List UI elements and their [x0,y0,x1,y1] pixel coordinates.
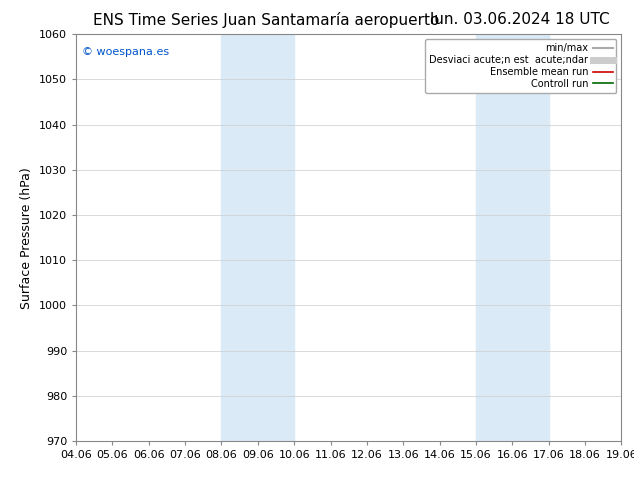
Bar [476,34,548,441]
Y-axis label: Surface Pressure (hPa): Surface Pressure (hPa) [20,167,34,309]
Text: ENS Time Series Juan Santamaría aeropuerto: ENS Time Series Juan Santamaría aeropuer… [93,12,439,28]
Text: lun. 03.06.2024 18 UTC: lun. 03.06.2024 18 UTC [430,12,610,27]
Bar [221,34,294,441]
Text: © woespana.es: © woespana.es [82,47,169,56]
Legend: min/max, Desviaci acute;n est  acute;ndar, Ensemble mean run, Controll run: min/max, Desviaci acute;n est acute;ndar… [425,39,616,93]
